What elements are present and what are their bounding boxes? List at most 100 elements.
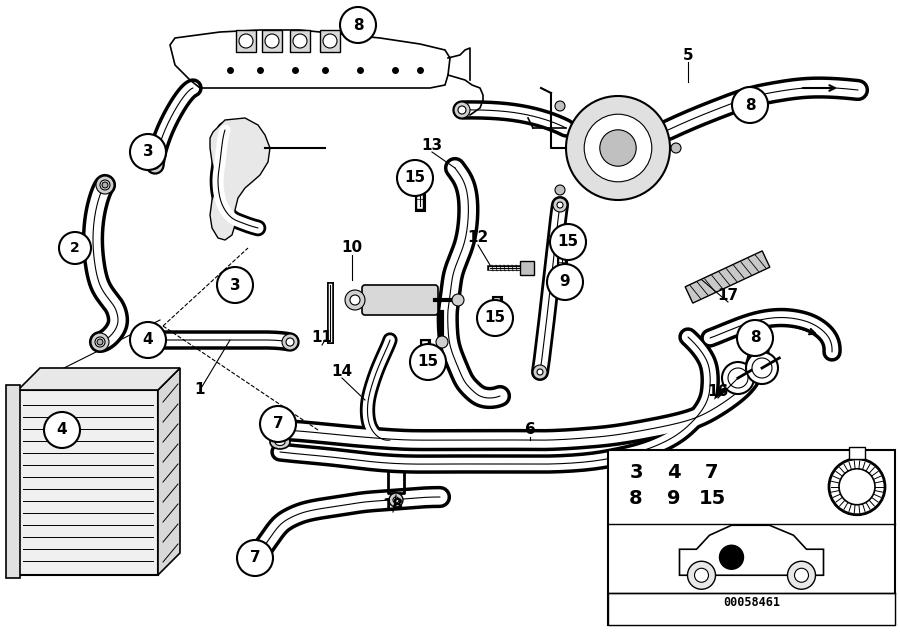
Circle shape: [147, 157, 163, 173]
Circle shape: [397, 160, 433, 196]
Circle shape: [477, 300, 513, 336]
Circle shape: [566, 96, 670, 200]
Circle shape: [340, 7, 376, 43]
Circle shape: [96, 176, 114, 194]
Circle shape: [737, 320, 773, 356]
Text: 00058461: 00058461: [723, 596, 780, 610]
Text: 15: 15: [484, 311, 506, 326]
Circle shape: [44, 412, 80, 448]
Circle shape: [732, 87, 768, 123]
Polygon shape: [158, 368, 180, 575]
Polygon shape: [210, 118, 270, 240]
Circle shape: [130, 322, 166, 358]
Ellipse shape: [270, 435, 290, 449]
Circle shape: [829, 458, 885, 515]
Circle shape: [746, 352, 778, 384]
Circle shape: [839, 469, 875, 505]
Text: 14: 14: [331, 364, 353, 380]
Circle shape: [436, 336, 448, 348]
Text: 8: 8: [744, 98, 755, 112]
Circle shape: [345, 290, 365, 310]
Circle shape: [722, 362, 754, 394]
Ellipse shape: [275, 439, 285, 446]
Ellipse shape: [253, 554, 263, 561]
Text: 7: 7: [706, 464, 719, 482]
Circle shape: [788, 561, 815, 589]
Circle shape: [237, 540, 273, 576]
Text: 8: 8: [750, 330, 760, 345]
Circle shape: [95, 337, 105, 347]
Polygon shape: [680, 525, 824, 575]
Circle shape: [553, 198, 567, 212]
FancyBboxPatch shape: [6, 385, 20, 578]
Circle shape: [688, 561, 716, 589]
Circle shape: [584, 114, 652, 182]
Text: 4: 4: [57, 422, 68, 438]
FancyBboxPatch shape: [520, 261, 534, 275]
Text: 8: 8: [629, 490, 643, 509]
Circle shape: [533, 365, 547, 379]
Circle shape: [547, 264, 583, 300]
Circle shape: [458, 106, 466, 114]
Circle shape: [286, 338, 294, 346]
FancyBboxPatch shape: [685, 251, 770, 303]
Circle shape: [671, 143, 681, 153]
Text: 8: 8: [353, 18, 364, 32]
Circle shape: [555, 185, 565, 195]
Circle shape: [555, 101, 565, 111]
Circle shape: [151, 161, 159, 169]
Text: 16: 16: [707, 385, 729, 399]
Circle shape: [557, 202, 563, 208]
Text: 11: 11: [311, 330, 332, 345]
Text: 9: 9: [560, 274, 571, 290]
Circle shape: [599, 130, 636, 166]
Circle shape: [293, 34, 307, 48]
Circle shape: [217, 267, 253, 303]
Text: 4: 4: [143, 333, 153, 347]
Circle shape: [537, 369, 543, 375]
Polygon shape: [320, 30, 340, 52]
Circle shape: [150, 332, 166, 348]
Ellipse shape: [248, 551, 268, 565]
Circle shape: [795, 568, 808, 582]
Circle shape: [102, 182, 108, 188]
Text: 9: 9: [667, 490, 680, 509]
Text: 15: 15: [698, 490, 725, 509]
Circle shape: [719, 545, 743, 569]
Polygon shape: [236, 30, 256, 52]
Circle shape: [452, 294, 464, 306]
FancyBboxPatch shape: [18, 390, 158, 575]
Polygon shape: [262, 30, 282, 52]
Text: 2: 2: [70, 241, 80, 255]
Text: 3: 3: [230, 277, 240, 293]
Circle shape: [91, 333, 109, 351]
Text: 6: 6: [525, 422, 535, 438]
Circle shape: [752, 358, 772, 378]
Circle shape: [97, 339, 103, 345]
Text: 3: 3: [143, 145, 153, 159]
Circle shape: [393, 497, 399, 503]
FancyBboxPatch shape: [608, 593, 895, 625]
Polygon shape: [290, 30, 310, 52]
Circle shape: [59, 232, 91, 264]
Text: 15: 15: [557, 234, 579, 250]
Text: 1: 1: [194, 382, 205, 398]
Text: 15: 15: [418, 354, 438, 370]
Text: 7: 7: [273, 417, 284, 432]
Text: 7: 7: [249, 551, 260, 566]
Text: 4: 4: [667, 464, 680, 482]
Circle shape: [154, 336, 162, 344]
Circle shape: [695, 568, 708, 582]
Circle shape: [454, 102, 470, 118]
Text: 18: 18: [382, 497, 403, 512]
Circle shape: [550, 224, 586, 260]
Text: 12: 12: [467, 231, 489, 246]
Circle shape: [265, 34, 279, 48]
Circle shape: [130, 134, 166, 170]
FancyBboxPatch shape: [608, 450, 895, 625]
Circle shape: [410, 344, 446, 380]
Circle shape: [282, 334, 298, 350]
Polygon shape: [18, 368, 180, 390]
Circle shape: [323, 34, 337, 48]
Text: 15: 15: [404, 171, 426, 185]
